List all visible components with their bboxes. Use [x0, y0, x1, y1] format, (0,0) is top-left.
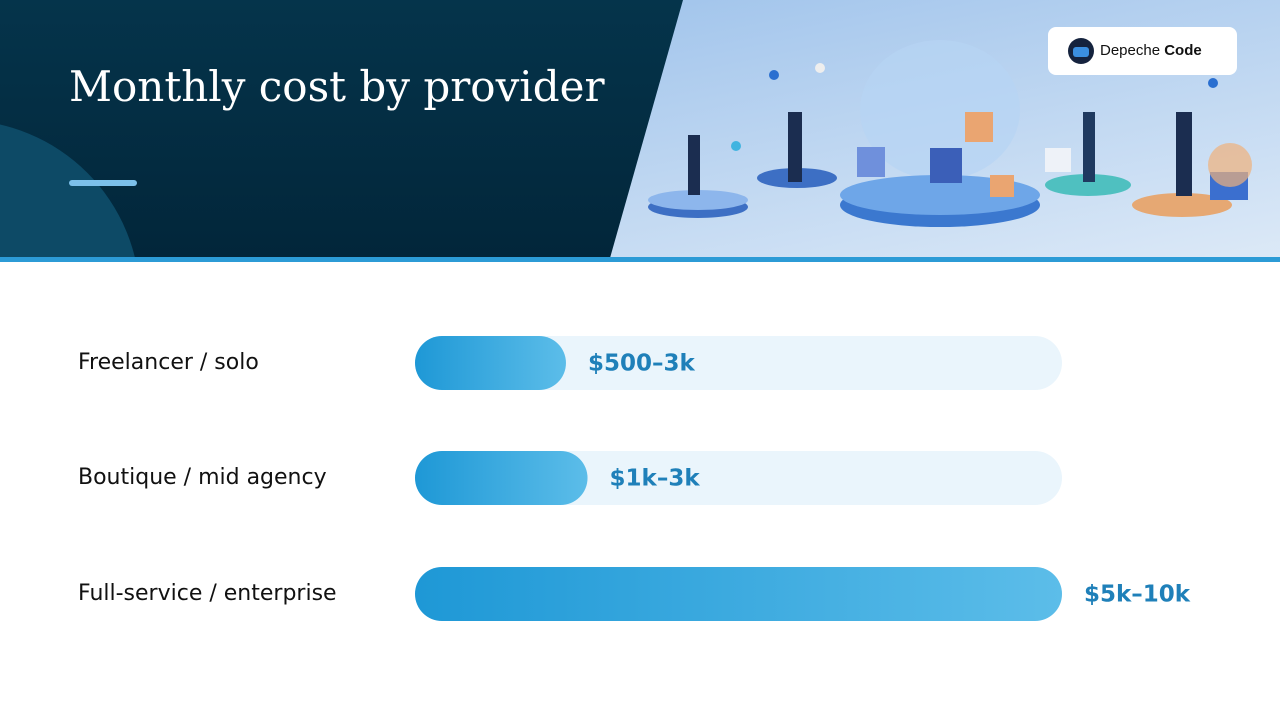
- title-panel: [0, 0, 683, 258]
- header-stripe: [0, 257, 1280, 262]
- header: Monthly cost by provider Depeche Code: [0, 0, 1280, 258]
- dot: [815, 63, 825, 73]
- logo-icon-eyes: [1073, 47, 1089, 57]
- dot: [1208, 143, 1252, 187]
- panel-circle: [0, 124, 135, 258]
- dot: [1208, 78, 1218, 88]
- category-label: Freelancer / solo: [78, 350, 259, 375]
- chart-title: Monthly cost by provider: [69, 62, 605, 111]
- logo-name-bold: Code: [1164, 42, 1202, 59]
- logo-box: [1048, 27, 1237, 75]
- bar: [415, 336, 566, 390]
- dot: [731, 141, 741, 151]
- bar: [415, 567, 1062, 621]
- person: [688, 135, 700, 195]
- illustration: [648, 40, 1252, 227]
- platform: [1045, 174, 1131, 196]
- category-label: Boutique / mid agency: [78, 465, 327, 490]
- data-label: $1k–3k: [610, 466, 701, 492]
- plot: Freelancer / solo $500–3k Boutique / mid a…: [78, 336, 1191, 621]
- cube: [1045, 148, 1071, 172]
- platform: [648, 190, 748, 210]
- cube: [965, 112, 993, 142]
- title-underline: [69, 180, 137, 186]
- cube: [930, 148, 962, 183]
- cube: [990, 175, 1014, 197]
- category-label: Full-service / enterprise: [78, 581, 337, 606]
- logo: Depeche Code: [1048, 27, 1237, 75]
- platform: [1132, 193, 1232, 217]
- person: [1083, 112, 1095, 182]
- logo-name: Depeche: [1100, 42, 1160, 59]
- person: [1176, 112, 1192, 196]
- data-label: $5k–10k: [1084, 582, 1191, 608]
- person: [788, 112, 802, 182]
- bar-track: [415, 336, 1062, 390]
- bar: [415, 451, 588, 505]
- logo-text: Depeche Code: [1100, 42, 1202, 59]
- data-label: $500–3k: [588, 351, 696, 377]
- cube: [857, 147, 885, 177]
- globe: [860, 40, 1020, 180]
- dot: [769, 70, 779, 80]
